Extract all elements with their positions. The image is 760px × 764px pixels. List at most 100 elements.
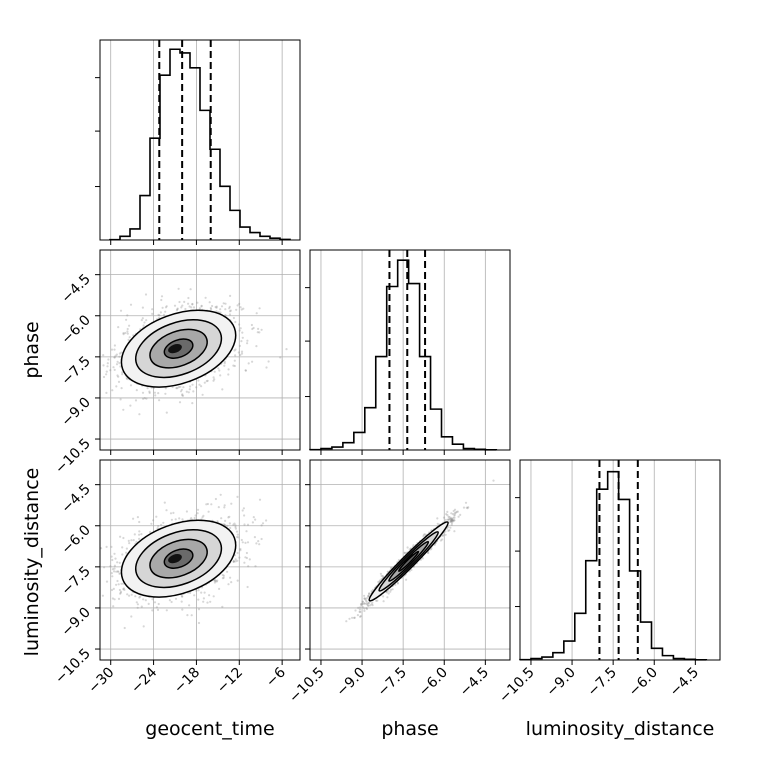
sample-point bbox=[181, 394, 185, 397]
sample-point bbox=[113, 348, 116, 351]
sample-point bbox=[97, 381, 99, 383]
sample-point bbox=[450, 523, 453, 526]
sample-point bbox=[450, 517, 453, 520]
sample-point bbox=[176, 307, 179, 310]
sample-point bbox=[193, 594, 196, 597]
sample-point bbox=[237, 536, 240, 539]
sample-point bbox=[135, 601, 138, 604]
sample-point bbox=[198, 307, 201, 310]
sample-point bbox=[142, 397, 145, 400]
sample-point bbox=[265, 519, 268, 522]
sample-point bbox=[381, 574, 384, 578]
sample-point bbox=[236, 535, 239, 539]
sample-point bbox=[105, 580, 109, 583]
sample-point bbox=[236, 579, 239, 582]
sample-point bbox=[116, 570, 119, 573]
panel-content bbox=[91, 287, 288, 416]
sample-point bbox=[218, 369, 221, 372]
sample-point bbox=[229, 309, 232, 312]
sample-point bbox=[156, 527, 159, 530]
sample-point bbox=[181, 393, 184, 396]
sample-point bbox=[456, 510, 459, 513]
sample-point bbox=[145, 319, 148, 322]
sample-point bbox=[405, 578, 408, 581]
sample-point bbox=[191, 383, 194, 386]
sample-point bbox=[141, 306, 144, 309]
sample-point bbox=[455, 510, 458, 513]
sample-point bbox=[142, 324, 145, 327]
sample-point bbox=[181, 608, 184, 611]
contour-line bbox=[134, 529, 223, 589]
axes-frame bbox=[309, 249, 511, 451]
sample-point bbox=[115, 353, 118, 356]
sample-point bbox=[421, 557, 424, 560]
sample-point bbox=[453, 519, 456, 522]
sample-point bbox=[239, 549, 242, 552]
sample-point bbox=[452, 520, 455, 523]
histogram-step-line bbox=[309, 259, 498, 451]
contour-line bbox=[378, 531, 439, 592]
sample-point bbox=[219, 311, 222, 314]
sample-point bbox=[201, 393, 204, 396]
sample-point bbox=[449, 516, 452, 520]
sample-point bbox=[254, 518, 257, 521]
sample-point bbox=[449, 519, 452, 522]
sample-point bbox=[91, 392, 93, 394]
panel-content bbox=[97, 493, 268, 630]
sample-point bbox=[196, 508, 200, 511]
sample-point bbox=[371, 601, 374, 604]
sample-point bbox=[97, 559, 99, 561]
sample-point bbox=[176, 387, 179, 390]
sample-point bbox=[441, 534, 444, 537]
sample-point bbox=[120, 582, 123, 585]
sample-point bbox=[238, 556, 241, 559]
sample-point bbox=[219, 308, 222, 311]
sample-point bbox=[240, 340, 243, 343]
sample-point bbox=[448, 518, 451, 521]
sample-point bbox=[120, 387, 123, 390]
histogram-step-line bbox=[519, 470, 708, 661]
sample-point bbox=[241, 336, 244, 339]
sample-point bbox=[369, 604, 372, 607]
sample-point bbox=[201, 516, 204, 519]
sample-point bbox=[239, 547, 242, 551]
sample-point bbox=[191, 303, 194, 306]
sample-point bbox=[457, 515, 460, 518]
sample-point bbox=[387, 589, 390, 592]
sample-point bbox=[367, 595, 370, 599]
sample-point bbox=[128, 542, 131, 545]
sample-point bbox=[450, 521, 454, 524]
sample-point bbox=[232, 560, 235, 564]
sample-point bbox=[229, 526, 232, 530]
density-fill-level bbox=[398, 551, 419, 572]
sample-point bbox=[450, 519, 454, 522]
sample-point bbox=[451, 519, 454, 522]
sample-point bbox=[190, 517, 193, 520]
sample-point bbox=[235, 530, 239, 533]
sample-point bbox=[115, 570, 118, 573]
sample-point bbox=[232, 560, 235, 563]
sample-point bbox=[181, 595, 184, 598]
sample-point bbox=[183, 300, 186, 303]
sample-point bbox=[122, 333, 125, 336]
sample-point bbox=[234, 527, 237, 530]
sample-point bbox=[133, 533, 136, 536]
sample-point bbox=[177, 386, 180, 389]
sample-point bbox=[447, 515, 450, 518]
sample-point bbox=[357, 606, 360, 610]
sample-point bbox=[142, 598, 145, 601]
sample-point bbox=[260, 524, 263, 527]
sample-point bbox=[240, 352, 244, 355]
sample-point bbox=[365, 607, 369, 611]
sample-point bbox=[447, 526, 450, 529]
sample-point bbox=[386, 570, 389, 573]
sample-point bbox=[445, 513, 448, 516]
sample-point bbox=[197, 598, 200, 601]
sample-point bbox=[223, 362, 226, 365]
sample-point bbox=[244, 556, 247, 559]
sample-point bbox=[136, 603, 139, 606]
sample-point bbox=[113, 552, 116, 555]
sample-point bbox=[141, 391, 145, 394]
x-tick-label: −6.0 bbox=[626, 665, 661, 700]
